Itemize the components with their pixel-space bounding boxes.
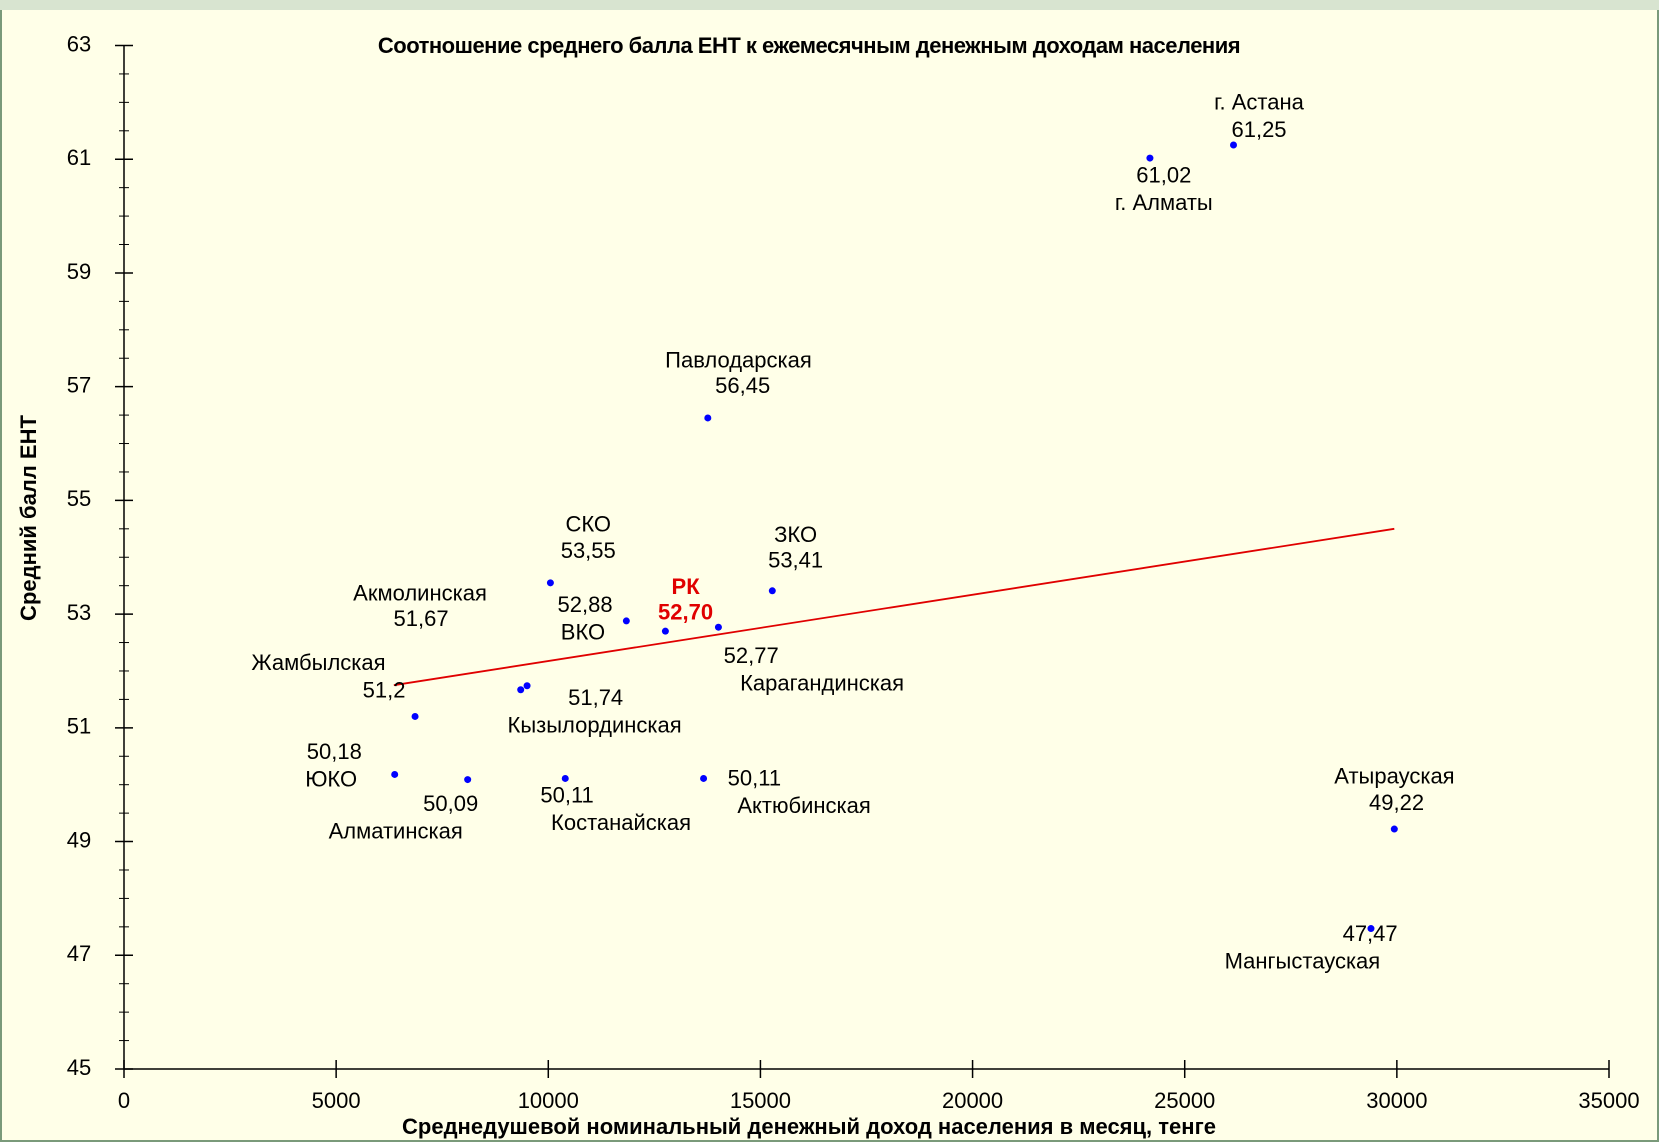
x-axis-label: Среднедушевой номинальный денежный доход… — [402, 1114, 1216, 1139]
value-label: 50,11 — [728, 766, 781, 791]
point-name: ЗКО — [774, 522, 817, 547]
value-label: 51,2 — [363, 678, 406, 703]
value-label: 52,88 — [558, 592, 613, 617]
x-tick-label: 30000 — [1366, 1088, 1427, 1113]
x-tick-label: 35000 — [1578, 1088, 1639, 1113]
point — [561, 774, 569, 782]
point-name: Алматинская — [329, 818, 463, 843]
point — [1146, 154, 1154, 162]
value-label: 49,22 — [1369, 790, 1424, 815]
point — [464, 776, 472, 784]
value-label: 47,47 — [1343, 921, 1398, 946]
y-tick-label: 63 — [67, 31, 91, 56]
y-tick-label: 49 — [67, 827, 91, 852]
point — [714, 623, 722, 631]
point-name: Актюбинская — [737, 793, 870, 818]
value-label: 53,55 — [561, 538, 616, 563]
point — [517, 686, 525, 694]
value-label: 50,18 — [307, 739, 362, 764]
point-name: ЮКО — [305, 767, 357, 792]
value-label: 61,25 — [1231, 117, 1286, 142]
value-label: 50,11 — [540, 782, 593, 807]
y-tick-label: 61 — [67, 145, 91, 170]
top-frame — [0, 0, 1659, 10]
point-name: Костанайская — [551, 810, 691, 835]
y-tick-label: 57 — [67, 372, 91, 397]
point-name: Мангыстауская — [1225, 949, 1381, 974]
x-tick-label: 5000 — [312, 1088, 361, 1113]
point-name: Павлодарская — [665, 348, 812, 373]
point-name: Атырауская — [1334, 763, 1454, 788]
point — [391, 770, 399, 778]
x-tick-label: 25000 — [1154, 1088, 1215, 1113]
point-name: Акмолинская — [353, 580, 487, 605]
point — [411, 712, 419, 720]
point — [704, 414, 712, 422]
y-tick-label: 51 — [67, 714, 91, 739]
value-label: 52,70 — [658, 599, 713, 624]
point — [1230, 141, 1238, 149]
point — [661, 627, 669, 635]
y-axis-label: Средний балл ЕНТ — [16, 415, 41, 621]
point — [1367, 925, 1375, 933]
point-name: Кызылординская — [508, 713, 682, 738]
trendline — [393, 527, 1395, 687]
y-tick-label: 53 — [67, 600, 91, 625]
point — [1390, 825, 1398, 833]
x-tick-label: 10000 — [518, 1088, 579, 1113]
value-label: 51,74 — [568, 685, 623, 710]
point — [523, 682, 531, 690]
point — [546, 579, 554, 587]
point-name: Жамбылская — [251, 650, 385, 675]
y-tick-label: 55 — [67, 486, 91, 511]
x-tick-label: 15000 — [730, 1088, 791, 1113]
point-name: г. Алматы — [1115, 190, 1213, 215]
value-label: 50,09 — [423, 791, 478, 816]
y-tick-label: 47 — [67, 941, 91, 966]
value-label: 51,67 — [394, 606, 449, 631]
x-tick-label: 20000 — [942, 1088, 1003, 1113]
point — [622, 617, 630, 625]
value-label: 61,02 — [1136, 162, 1191, 187]
point — [768, 587, 776, 595]
point-name: РК — [672, 574, 701, 599]
value-label: 53,41 — [768, 548, 823, 573]
point — [700, 774, 708, 782]
chart-title: Соотношение среднего балла ЕНТ к ежемеся… — [378, 33, 1240, 58]
point-name: СКО — [565, 512, 611, 537]
point-name: Карагандинская — [740, 670, 904, 695]
point-name: ВКО — [561, 620, 605, 645]
value-label: 52,77 — [724, 643, 779, 668]
point-name: г. Астана — [1214, 89, 1304, 114]
x-tick-label: 0 — [118, 1088, 130, 1113]
value-label: 56,45 — [715, 373, 770, 398]
y-tick-label: 45 — [67, 1055, 91, 1080]
y-tick-label: 59 — [67, 259, 91, 284]
